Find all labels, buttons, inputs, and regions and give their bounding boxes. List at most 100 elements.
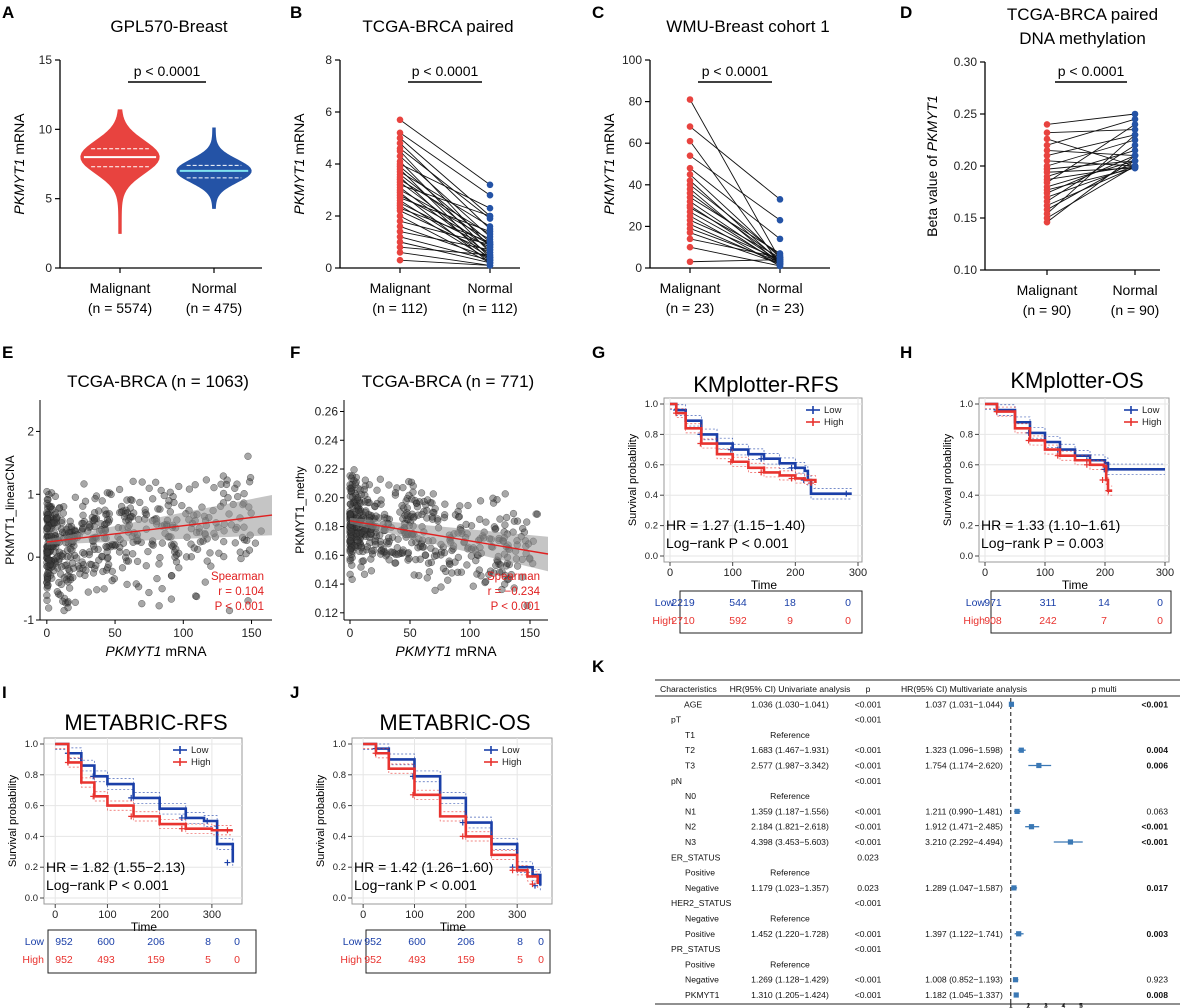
- p-multivariate: 0.017: [1146, 883, 1168, 893]
- scatter-point: [43, 524, 51, 532]
- trend-line: [46, 514, 273, 543]
- scatter-point: [73, 554, 81, 562]
- scatter-point: [60, 574, 68, 582]
- group-n-label: (n = 90): [1023, 302, 1072, 318]
- y-tick-label: 0.0: [645, 551, 658, 562]
- hr-univariate: 1.036 (1.030−1.041): [751, 699, 829, 709]
- scatter-point: [123, 580, 131, 589]
- chart-title: KMplotter-OS: [1010, 368, 1143, 393]
- scatter-point: [145, 484, 153, 492]
- panel-label-f: F: [290, 343, 300, 362]
- row-label: Negative: [685, 914, 719, 924]
- scatter-point: [446, 560, 454, 569]
- y-tick-label: 0.4: [645, 490, 658, 501]
- ci-upper: [363, 743, 541, 881]
- scatter-point: [507, 570, 516, 579]
- point-normal: [486, 241, 494, 248]
- hr-marker: [1016, 931, 1022, 937]
- pair-line: [399, 210, 491, 253]
- risk-count: 600: [97, 936, 115, 948]
- row-label: ER_STATUS: [671, 852, 721, 862]
- table-header: Characteristics: [660, 684, 717, 694]
- scatter-point: [95, 507, 103, 515]
- scatter-point: [356, 486, 364, 494]
- panel-a: GPL570-Breast 0 5 10 15 PKMYT1 mRNA Malignant (…: [11, 17, 262, 316]
- scatter-point: [69, 564, 78, 572]
- p-value-label: p < 0.0001: [702, 63, 769, 79]
- x-tick-label: 200: [786, 567, 804, 579]
- scatter-point: [405, 477, 413, 486]
- hr-multivariate: 1.037 (1.031−1.044): [925, 699, 1003, 709]
- scatter-point: [482, 577, 490, 586]
- scatter-point: [404, 549, 413, 557]
- low-curve: [670, 402, 852, 495]
- y-axis-label-text: mRNA: [601, 113, 617, 159]
- y-tick-label: 0.8: [25, 770, 38, 781]
- y-axis-label: PKMYT1 mRNA: [601, 113, 617, 215]
- panel-d: TCGA-BRCA paired DNA methylation 0.10 0.15 0…: [924, 5, 1160, 318]
- point-normal: [1131, 131, 1139, 139]
- risk-count: 952: [55, 936, 73, 948]
- hazard-ratio: HR = 1.82 (1.55−2.13): [46, 859, 185, 875]
- scatter-point: [346, 537, 354, 545]
- pair-line: [399, 251, 491, 266]
- scatter-point: [467, 522, 476, 530]
- censor-mark: [64, 759, 71, 766]
- scatter-point: [217, 480, 225, 488]
- hr-multivariate: 1.182 (1.045−1.337): [925, 990, 1003, 1000]
- scatter-point: [166, 488, 174, 496]
- risk-count: 493: [408, 954, 426, 966]
- p-multivariate: <0.001: [1141, 699, 1168, 709]
- x-axis-label-text: mRNA: [161, 643, 207, 659]
- plot-frame: [978, 397, 1170, 563]
- panel-label-g: G: [592, 343, 605, 362]
- hr-univariate: 1.683 (1.467−1.931): [751, 745, 829, 755]
- scatter-point: [84, 588, 92, 596]
- panel-label-d: D: [900, 3, 912, 22]
- censor-mark: [529, 881, 536, 888]
- x-tick-label: 2: [1026, 1003, 1030, 1008]
- risk-count: 5: [517, 954, 523, 966]
- scatter-point: [111, 542, 119, 550]
- scatter-point: [495, 568, 504, 576]
- scatter-point: [45, 556, 54, 564]
- scatter-point: [133, 557, 142, 566]
- hr-marker: [1018, 747, 1024, 753]
- point-normal: [1131, 147, 1139, 154]
- scatter-point: [391, 559, 399, 567]
- risk-count: 7: [1101, 615, 1107, 627]
- pair-line: [399, 132, 491, 196]
- p-multivariate: <0.001: [1141, 822, 1168, 832]
- scatter-point: [207, 562, 215, 570]
- group-n-label: (n = 5574): [88, 300, 152, 316]
- point-normal: [776, 196, 784, 203]
- table-header: HR(95% CI) Multivariate analysis: [901, 684, 1027, 694]
- p-value-label: p < 0.0001: [134, 63, 201, 79]
- scatter-point: [428, 499, 436, 507]
- scatter-point: [469, 582, 477, 590]
- scatter-point: [64, 598, 72, 606]
- hr-marker: [1036, 762, 1042, 769]
- p-univariate: <0.001: [855, 806, 882, 816]
- risk-table-frame: [990, 590, 1172, 634]
- risk-count: 952: [364, 954, 382, 966]
- pair-line: [1046, 129, 1136, 134]
- censor-mark: [673, 410, 680, 417]
- pair-line: [1046, 118, 1136, 146]
- point-malignant: [1043, 218, 1051, 226]
- risk-count: 0: [845, 615, 851, 627]
- x-tick-label: 1: [1009, 1003, 1013, 1008]
- point-malignant: [686, 137, 694, 145]
- point-normal: [486, 181, 494, 189]
- pair-line: [689, 215, 781, 267]
- risk-count: 0: [1157, 597, 1163, 609]
- risk-count: 0: [1157, 615, 1163, 627]
- risk-count: 592: [729, 615, 747, 627]
- scatter-point: [360, 570, 369, 578]
- scatter-point: [110, 575, 119, 583]
- panel-f: TCGA-BRCA (n = 771) 0.12 0.14 0.16 0.18 0.20 0…: [293, 372, 549, 659]
- pair-line: [689, 196, 781, 254]
- censor-mark: [1054, 452, 1061, 459]
- panel-i: METABRIC-RFS 0.0 0.2 0.4 0.6 0.8 1.0 0 100 200 300…: [7, 710, 257, 974]
- scatter-point: [118, 564, 127, 572]
